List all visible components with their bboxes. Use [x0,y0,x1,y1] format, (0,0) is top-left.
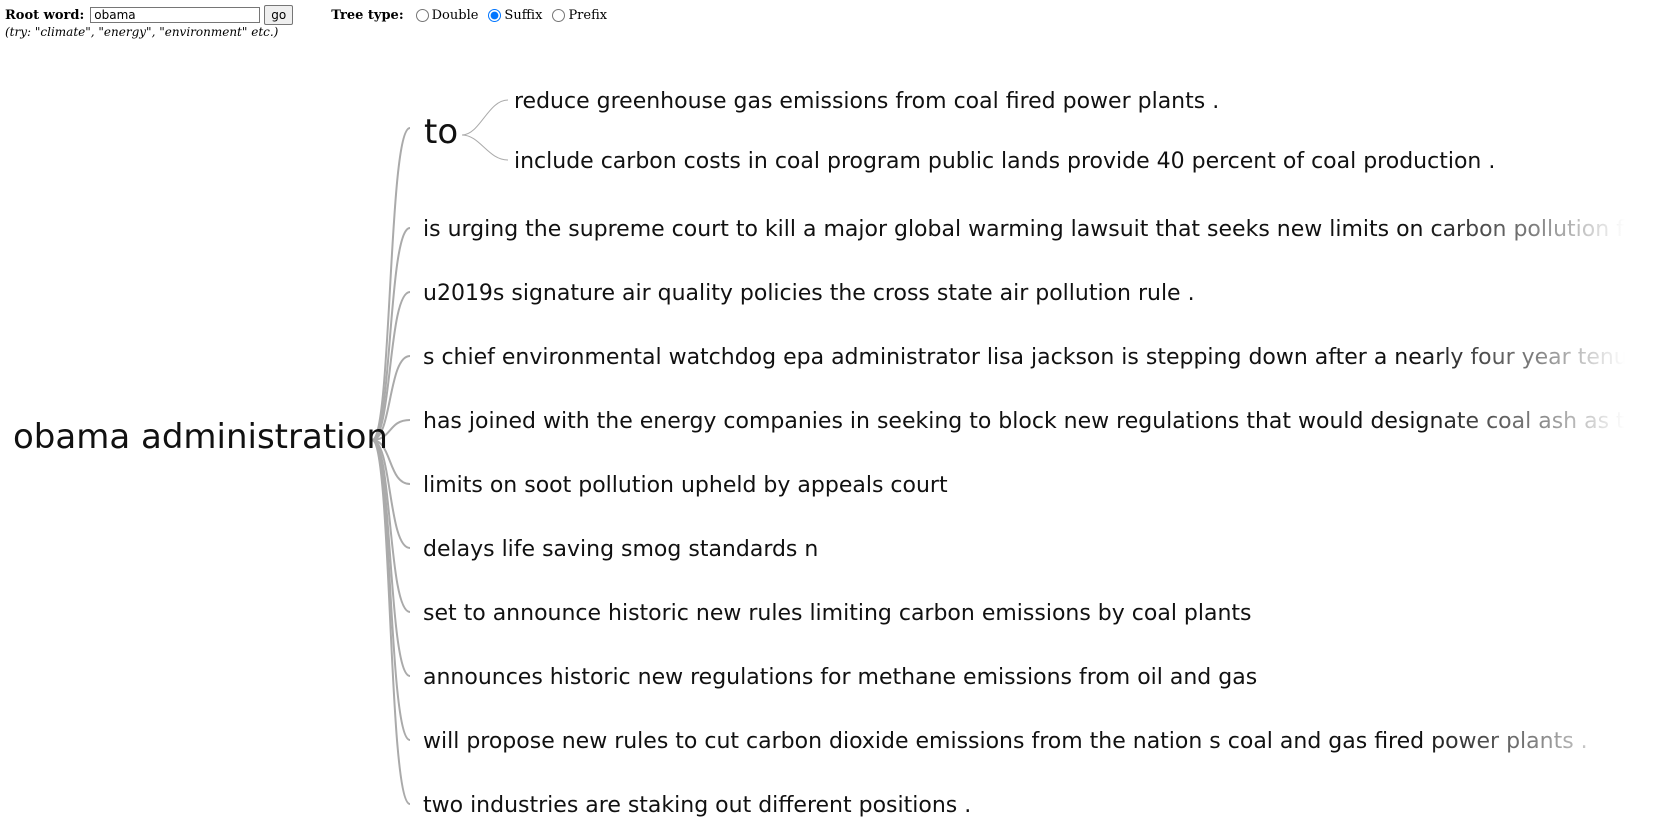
root-word-input[interactable] [90,7,261,23]
to-child-node[interactable]: include carbon costs in coal program pub… [514,149,1495,174]
tree-type-label: Tree type: [331,7,404,23]
root-node[interactable]: obama administration [13,417,388,457]
radio-double[interactable] [415,8,429,22]
branch-node[interactable]: is urging the supreme court to kill a ma… [423,217,1646,242]
option-prefix[interactable]: Prefix [550,8,607,23]
tree-links [371,127,411,805]
to-link [461,99,509,136]
tree-link [371,419,411,441]
branch-node[interactable]: u2019s signature air quality policies th… [423,281,1195,306]
option-suffix[interactable]: Suffix [486,8,542,23]
option-prefix-label: Prefix [568,7,608,23]
to-node-links [461,99,509,161]
to-node[interactable]: to [424,112,458,152]
hint-text: (try: "climate", "energy", "environment"… [5,25,279,39]
tree-link [371,291,411,441]
to-child-node[interactable]: reduce greenhouse gas emissions from coa… [514,89,1219,114]
tree-link [371,439,411,741]
branch-node[interactable]: has joined with the energy companies in … [423,409,1638,434]
root-word-label: Root word: [5,7,85,23]
to-link [461,134,509,161]
option-double[interactable]: Double [414,7,479,23]
tree-link [371,439,411,485]
tree-link [371,227,411,441]
branch-node[interactable]: delays life saving smog standards n [423,537,818,562]
branch-node[interactable]: limits on soot pollution upheld by appea… [423,473,948,498]
tree-link [371,439,411,805]
tree-link [371,127,411,441]
go-button[interactable]: go [264,5,294,25]
radio-suffix[interactable] [488,8,502,22]
controls-panel: Root word: go Tree type: Double Suffix P… [5,5,615,39]
branch-node[interactable]: two industries are staking out different… [423,793,971,818]
controls-row: Root word: go Tree type: Double Suffix P… [5,5,615,25]
option-suffix-label: Suffix [504,7,543,23]
branch-node[interactable]: will propose new rules to cut carbon dio… [423,729,1588,754]
branch-node[interactable]: announces historic new regulations for m… [423,665,1257,690]
branch-node[interactable]: s chief environmental watchdog epa admin… [423,345,1650,370]
radio-prefix[interactable] [552,8,566,22]
tree-type-options: Double Suffix Prefix [414,8,615,23]
branch-node[interactable]: set to announce historic new rules limit… [423,601,1252,626]
tree-link [371,355,411,441]
option-double-label: Double [431,7,479,23]
